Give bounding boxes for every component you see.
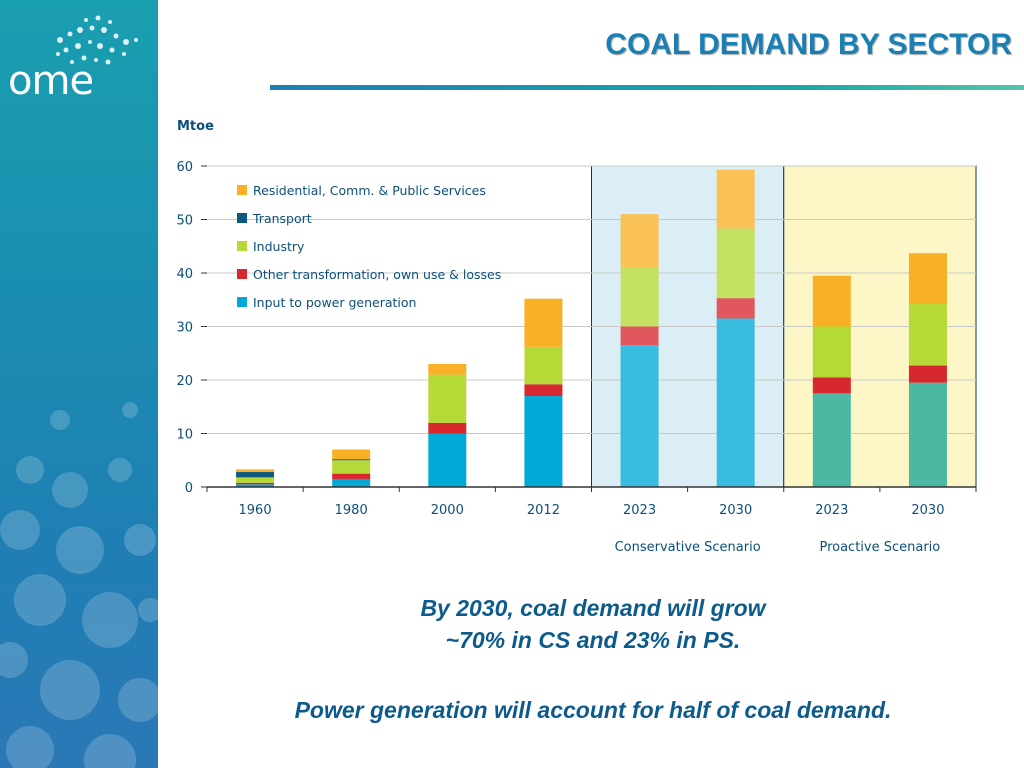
bar-segment bbox=[332, 478, 371, 487]
x-tick-label: 2030 bbox=[911, 503, 944, 518]
bar-segment bbox=[524, 298, 563, 347]
bar-segment bbox=[812, 275, 851, 327]
bar-segment bbox=[620, 345, 659, 487]
bar-segment bbox=[524, 384, 563, 397]
bar-segment bbox=[332, 459, 371, 461]
y-axis-label: Mtoe bbox=[177, 119, 214, 134]
slide-title: COAL DEMAND BY SECTOR bbox=[605, 28, 1012, 61]
bar-segment bbox=[236, 482, 275, 485]
y-tick-label: 40 bbox=[176, 267, 193, 282]
x-tick-label: 2012 bbox=[527, 503, 560, 518]
bar-segment bbox=[236, 469, 275, 473]
y-tick-label: 50 bbox=[176, 214, 193, 229]
bar-segment bbox=[620, 267, 659, 327]
x-tick-label: 2023 bbox=[815, 503, 848, 518]
bar-segment bbox=[428, 363, 467, 375]
bar-segment bbox=[716, 318, 755, 487]
sidebar: ome bbox=[0, 0, 158, 768]
bar-segment bbox=[332, 460, 371, 474]
bar-segment bbox=[716, 228, 755, 299]
legend-label: Input to power generation bbox=[253, 295, 416, 310]
legend-label: Industry bbox=[253, 239, 305, 254]
x-tick-label: 2030 bbox=[719, 503, 752, 518]
bar-segment bbox=[524, 396, 563, 487]
legend-swatch bbox=[237, 185, 247, 195]
bar-segment bbox=[524, 346, 563, 385]
bar-segment bbox=[236, 484, 275, 487]
legend-swatch bbox=[237, 213, 247, 223]
bar-segment bbox=[908, 253, 947, 305]
scenario-label-1: Proactive Scenario bbox=[819, 540, 940, 555]
bar-segment bbox=[236, 477, 275, 483]
legend-swatch bbox=[237, 269, 247, 279]
legend-label: Transport bbox=[252, 211, 312, 226]
y-tick-label: 20 bbox=[176, 374, 193, 389]
legend-label: Other transformation, own use & losses bbox=[253, 267, 501, 282]
x-tick-label: 1960 bbox=[239, 503, 272, 518]
bar-segment bbox=[620, 214, 659, 268]
caption-line-2: ~70% in CS and 23% in PS. bbox=[445, 627, 741, 653]
bar-segment bbox=[908, 365, 947, 383]
bar-segment bbox=[236, 472, 275, 478]
x-tick-label: 1980 bbox=[335, 503, 368, 518]
bar-segment bbox=[428, 422, 467, 434]
bar-segment bbox=[908, 382, 947, 487]
caption-line-1: By 2030, coal demand will grow bbox=[420, 595, 766, 621]
y-tick-label: 10 bbox=[176, 428, 193, 443]
x-tick-label: 2000 bbox=[431, 503, 464, 518]
y-tick-label: 0 bbox=[185, 481, 193, 496]
bar-segment bbox=[908, 304, 947, 366]
legend-swatch bbox=[237, 297, 247, 307]
caption-line-3: Power generation will account for half o… bbox=[294, 697, 892, 723]
title-divider bbox=[270, 85, 1024, 90]
y-tick-label: 30 bbox=[176, 321, 193, 336]
ome-logo-icon bbox=[0, 15, 158, 768]
bar-segment bbox=[332, 473, 371, 479]
bar-segment bbox=[812, 377, 851, 394]
bar-segment bbox=[812, 326, 851, 378]
bar-segment bbox=[428, 374, 467, 423]
bar-segment bbox=[716, 169, 755, 229]
bar-segment bbox=[428, 433, 467, 487]
scenario-label-0: Conservative Scenario bbox=[615, 540, 761, 555]
bar-segment bbox=[620, 326, 659, 346]
bar-segment bbox=[716, 298, 755, 319]
legend-label: Residential, Comm. & Public Services bbox=[253, 183, 486, 198]
y-tick-label: 60 bbox=[176, 160, 193, 175]
bar-segment bbox=[332, 449, 371, 460]
x-tick-label: 2023 bbox=[623, 503, 656, 518]
legend-swatch bbox=[237, 241, 247, 251]
bar-segment bbox=[812, 393, 851, 487]
logo-text: ome bbox=[8, 58, 94, 104]
